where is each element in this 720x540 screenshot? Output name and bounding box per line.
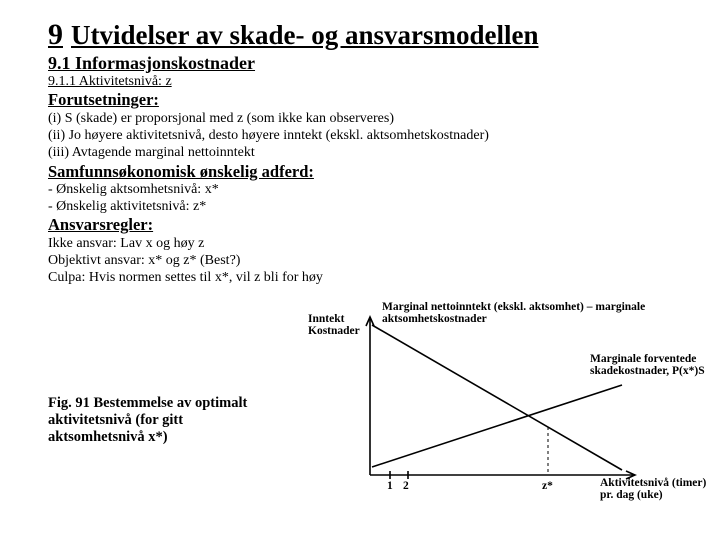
rule-none: Ikke ansvar: Lav x og høy z	[48, 235, 680, 252]
rule-culpa: Culpa: Hvis normen settes til x*, vil z …	[48, 269, 680, 286]
y-axis-label: InntektKostnader	[308, 313, 366, 339]
chapter-heading: 9 Utvidelser av skade- og ansvarsmodellen	[48, 18, 680, 51]
section-9-1-1-heading: 9.1.1 Aktivitetsnivå: z	[48, 74, 680, 91]
welfare-a: - Ønskelig aktsomhetsnivå: x*	[48, 181, 680, 198]
x-axis-label: Aktivitetsnivå (timer) pr. dag (uke)	[600, 477, 720, 503]
chart: InntektKostnader Marginal nettoinntekt (…	[300, 295, 710, 505]
assumption-i: (i) S (skade) er proporsjonal med z (som…	[48, 110, 680, 127]
assumption-ii: (ii) Jo høyere aktivitetsnivå, desto høy…	[48, 127, 680, 144]
welfare-b: - Ønskelig aktivitetsnivå: z*	[48, 198, 680, 215]
chapter-title: Utvidelser av skade- og ansvarsmodellen	[71, 20, 539, 50]
figure-area: Fig. 91 Bestemmelse av optimalt aktivite…	[48, 295, 680, 505]
chapter-number: 9	[48, 18, 63, 51]
rules-heading: Ansvarsregler:	[48, 215, 680, 235]
assumption-iii: (iii) Avtagende marginal nettoinntekt	[48, 144, 680, 161]
rule-strict: Objektivt ansvar: x* og z* (Best?)	[48, 252, 680, 269]
section-9-1-heading: 9.1 Informasjonskostnader	[48, 53, 680, 74]
upward-curve-label: Marginale forventede skadekostnader, P(x…	[590, 353, 720, 379]
xtick-zstar-label: z*	[542, 480, 553, 493]
assumptions-heading: Forutsetninger:	[48, 90, 680, 110]
xtick-1-label: 1	[387, 480, 393, 493]
downward-curve-label: Marginal nettoinntekt (ekskl. aktsomhet)…	[382, 301, 692, 327]
figure-caption: Fig. 91 Bestemmelse av optimalt aktivite…	[48, 395, 248, 447]
xtick-2-label: 2	[403, 480, 409, 493]
welfare-heading: Samfunnsøkonomisk ønskelig adferd:	[48, 162, 680, 182]
